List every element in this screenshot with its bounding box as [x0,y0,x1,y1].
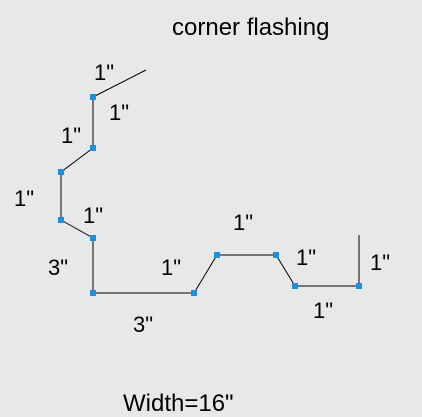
vertex-handle[interactable] [90,94,96,100]
dimension-label: 1" [109,100,129,125]
vertex-handle[interactable] [292,283,298,289]
dimension-label: 3" [48,255,68,280]
vertex-handles [58,94,362,296]
vertex-handle[interactable] [214,252,220,258]
segment-lower-diagonal [60,219,94,239]
vertex-handle[interactable] [273,252,279,258]
dimension-label: 1" [233,210,253,235]
dimension-label: 1" [296,245,316,270]
total-width-label: Width=16" [123,390,234,417]
segment-fall-diagonal [275,254,296,287]
dimension-label: 1" [370,250,390,275]
segment-top-tail [92,69,147,98]
dimension-label: 1" [83,203,103,228]
vertex-handle[interactable] [191,290,197,296]
segment-upper-diagonal [60,147,94,173]
dimension-label: 1" [61,123,81,148]
profile-segments [60,69,360,294]
dimension-labels: 1" 1" 1" 1" 1" 3" 3" 1" 1" 1" 1" 1" [14,60,390,337]
diagram-title: corner flashing [172,14,329,41]
vertex-handle[interactable] [90,145,96,151]
dimension-label: 1" [94,60,114,85]
vertex-handle[interactable] [58,169,64,175]
segment-rise-diagonal [193,254,218,294]
dimension-label: 1" [313,298,333,323]
vertex-handle[interactable] [58,217,64,223]
dimension-label: 1" [14,186,34,211]
dimension-label: 1" [161,255,181,280]
vertex-handle[interactable] [356,283,362,289]
dimension-label: 3" [133,312,153,337]
vertex-handle[interactable] [90,235,96,241]
vertex-handle[interactable] [90,290,96,296]
